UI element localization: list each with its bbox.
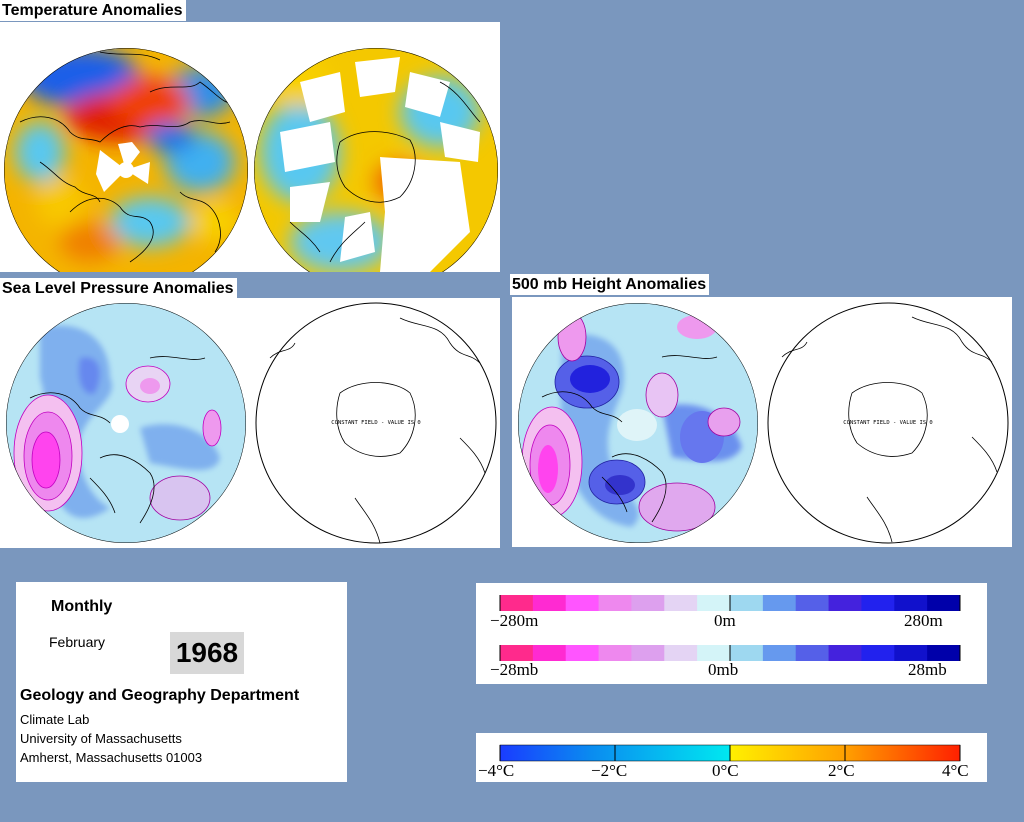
height-swatch: [532, 595, 567, 611]
slp-south-map: CONSTANT FIELD - VALUE IS 0: [255, 302, 497, 544]
height-swatch: [697, 595, 731, 611]
pressure-swatch: [565, 645, 600, 661]
height-max-label: 280m: [904, 611, 943, 630]
temp-label-0: −4°C: [478, 761, 515, 780]
temp-label-3: 2°C: [828, 761, 855, 780]
slp-north-map: [6, 303, 246, 543]
height-colorbar: [499, 595, 961, 611]
height-swatch: [565, 595, 600, 611]
slp-panel: CONSTANT FIELD - VALUE IS 0: [0, 298, 500, 548]
temp-label-2: 0°C: [712, 761, 739, 780]
height-panel: CONSTANT FIELD - VALUE IS 0: [512, 297, 1012, 547]
pressure-swatch: [598, 645, 632, 661]
height-swatch: [762, 595, 797, 611]
info-box: Monthly February 1968 Geology and Geogra…: [16, 582, 347, 782]
height-swatch: [730, 595, 764, 611]
pressure-swatch: [631, 645, 665, 661]
pressure-mid-label: 0mb: [708, 660, 739, 679]
pressure-min-label: −28mb: [490, 660, 539, 679]
height-swatch: [828, 595, 862, 611]
height-title: 500 mb Height Anomalies: [510, 274, 710, 295]
height-swatch: [500, 595, 534, 611]
period-label: Monthly: [51, 598, 113, 615]
height-swatch: [598, 595, 632, 611]
temp-label-4: 4°C: [942, 761, 969, 780]
pressure-swatch: [927, 645, 961, 661]
height-mid-label: 0m: [714, 611, 736, 630]
month-label: February: [49, 634, 106, 650]
pressure-swatch: [730, 645, 764, 661]
height-swatch: [631, 595, 665, 611]
height-swatch: [664, 595, 698, 611]
pressure-swatch: [697, 645, 731, 661]
lab-label: Climate Lab: [20, 712, 90, 727]
slp-constant-note: CONSTANT FIELD - VALUE IS 0: [331, 420, 420, 426]
pressure-swatch: [664, 645, 698, 661]
pressure-swatch: [532, 645, 567, 661]
department-label: Geology and Geography Department: [20, 687, 300, 704]
pressure-swatch: [861, 645, 895, 661]
pressure-swatch: [762, 645, 797, 661]
height-min-label: −280m: [490, 611, 539, 630]
pressure-swatch: [795, 645, 830, 661]
height-constant-note: CONSTANT FIELD - VALUE IS 0: [843, 420, 932, 426]
height-north-map: [518, 303, 758, 543]
height-swatch: [795, 595, 830, 611]
temperature-colorbar: [499, 744, 961, 762]
temperature-title: Temperature Anomalies: [0, 0, 186, 21]
height-south-map: CONSTANT FIELD - VALUE IS 0: [767, 302, 1009, 544]
temperature-legend: −4°C −2°C 0°C 2°C 4°C: [476, 733, 987, 782]
year-label: 1968: [170, 632, 244, 674]
temperature-south-map: [254, 48, 498, 272]
height-swatch: [861, 595, 895, 611]
temperature-north-map: [4, 48, 248, 272]
height-pressure-colorbars: [499, 595, 961, 661]
temperature-maps: [4, 48, 498, 272]
pressure-swatch: [500, 645, 534, 661]
address-label: Amherst, Massachusetts 01003: [20, 750, 203, 765]
pressure-max-label: 28mb: [908, 660, 947, 679]
height-maps: CONSTANT FIELD - VALUE IS 0: [518, 302, 1009, 544]
slp-maps: CONSTANT FIELD - VALUE IS 0: [6, 302, 497, 544]
height-pressure-legend: −280m 0m 280m −28mb 0mb 28mb: [476, 583, 987, 684]
pressure-swatch: [894, 645, 928, 661]
temperature-panel: [0, 22, 500, 272]
slp-title: Sea Level Pressure Anomalies: [0, 278, 237, 299]
height-swatch: [894, 595, 928, 611]
pressure-swatch: [828, 645, 862, 661]
pressure-colorbar: [499, 645, 961, 661]
temp-label-1: −2°C: [591, 761, 628, 780]
height-swatch: [927, 595, 961, 611]
university-label: University of Massachusetts: [20, 731, 182, 746]
